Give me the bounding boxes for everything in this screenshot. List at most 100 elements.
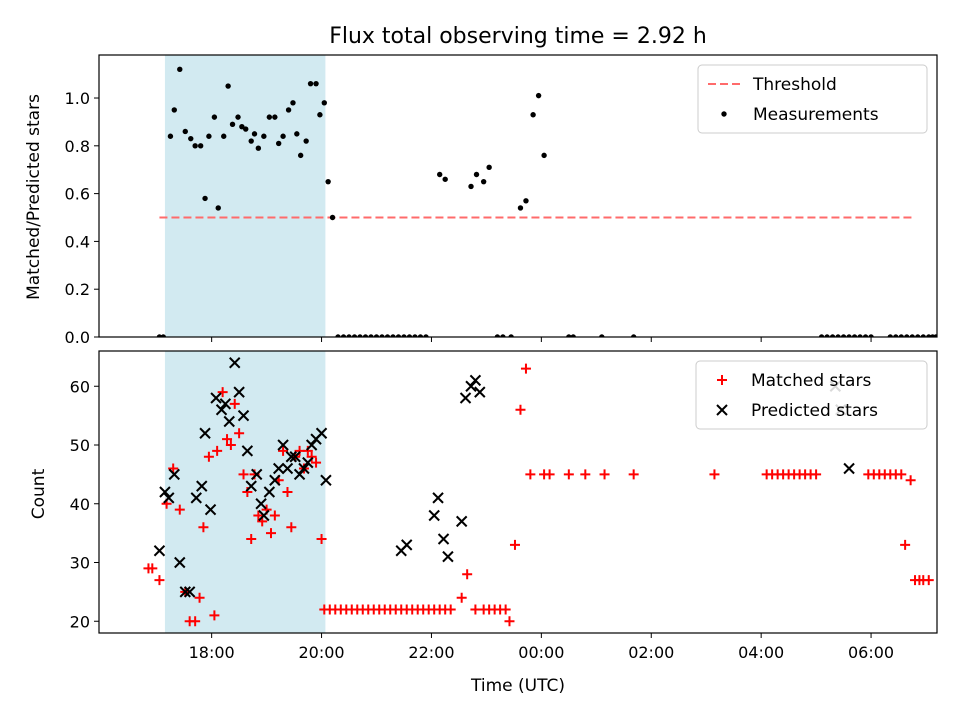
data-point bbox=[351, 334, 358, 337]
data-point bbox=[628, 469, 639, 480]
data-point bbox=[474, 386, 486, 398]
data-point bbox=[251, 131, 258, 137]
data-point bbox=[202, 195, 208, 202]
data-point bbox=[824, 334, 830, 337]
data-point bbox=[222, 434, 233, 445]
data-point bbox=[263, 486, 276, 498]
x-axis-label: Time (UTC) bbox=[470, 676, 565, 696]
y-tick-label: 30 bbox=[70, 554, 90, 573]
y-tick-label: 0.0 bbox=[65, 328, 90, 347]
data-point bbox=[335, 334, 341, 337]
legend-swatch bbox=[716, 404, 728, 416]
data-point bbox=[211, 114, 218, 120]
data-point bbox=[887, 334, 893, 337]
observing-window-span bbox=[164, 55, 326, 337]
data-point bbox=[317, 112, 323, 118]
data-point bbox=[197, 143, 204, 149]
data-point bbox=[285, 107, 292, 113]
x-tick-label: 06:00 bbox=[848, 643, 894, 662]
data-point bbox=[204, 503, 217, 516]
data-point bbox=[272, 114, 278, 120]
y-tick-label: 20 bbox=[70, 612, 90, 631]
data-point bbox=[523, 198, 529, 204]
legend-label: Measurements bbox=[753, 105, 879, 125]
data-point bbox=[266, 114, 273, 120]
data-point bbox=[840, 334, 847, 337]
data-point bbox=[357, 334, 363, 337]
data-point bbox=[500, 604, 511, 615]
data-point bbox=[437, 533, 450, 545]
data-point bbox=[412, 334, 418, 337]
data-point bbox=[544, 469, 555, 480]
data-point bbox=[215, 404, 228, 416]
data-point bbox=[465, 380, 477, 392]
legend-swatch bbox=[721, 111, 727, 117]
data-point bbox=[857, 334, 863, 337]
data-point bbox=[868, 334, 874, 337]
data-point bbox=[234, 428, 245, 439]
x-tick-label: 02:00 bbox=[628, 643, 674, 662]
data-point bbox=[168, 468, 180, 481]
data-point bbox=[469, 374, 482, 387]
data-point bbox=[233, 386, 245, 398]
data-point bbox=[190, 492, 202, 504]
legend-label: Matched stars bbox=[751, 371, 871, 391]
data-point bbox=[321, 100, 327, 106]
data-point bbox=[167, 133, 174, 139]
data-point bbox=[480, 178, 487, 185]
data-point bbox=[209, 610, 220, 621]
y-tick-label: 0.2 bbox=[65, 280, 90, 299]
data-point bbox=[280, 133, 286, 139]
data-point bbox=[289, 451, 301, 463]
data-point bbox=[221, 133, 227, 139]
data-point bbox=[261, 133, 267, 139]
data-point bbox=[340, 334, 347, 337]
top-panel-ratio: Matched/Predicted stars 0.0 0.2 0.4 0.6 0.8 1… bbox=[24, 54, 938, 347]
legend-swatch bbox=[717, 375, 727, 385]
data-point bbox=[229, 398, 240, 409]
data-point bbox=[174, 504, 185, 515]
data-point bbox=[390, 334, 396, 337]
data-point bbox=[368, 334, 374, 337]
data-point bbox=[893, 334, 899, 337]
data-point bbox=[272, 462, 285, 475]
data-point bbox=[297, 152, 304, 159]
data-point bbox=[235, 114, 241, 120]
data-point bbox=[459, 392, 472, 404]
data-point bbox=[171, 107, 177, 113]
data-point bbox=[305, 439, 318, 451]
data-point bbox=[278, 445, 289, 456]
data-point bbox=[599, 334, 605, 337]
data-point bbox=[239, 123, 245, 130]
data-point bbox=[251, 468, 263, 481]
top-panel-y-axis-label: Matched/Predicted stars bbox=[24, 94, 44, 300]
data-point bbox=[818, 334, 825, 337]
data-point bbox=[237, 409, 250, 422]
data-point bbox=[229, 357, 241, 369]
data-point bbox=[442, 550, 454, 563]
data-point bbox=[905, 475, 916, 486]
data-point bbox=[329, 214, 336, 221]
data-point bbox=[223, 415, 235, 428]
data-point bbox=[258, 509, 270, 522]
data-point bbox=[862, 334, 869, 337]
data-point bbox=[395, 334, 402, 337]
data-point bbox=[163, 492, 175, 504]
data-point bbox=[401, 539, 413, 551]
data-point bbox=[933, 334, 937, 337]
legend-label: Threshold bbox=[752, 75, 837, 95]
data-point bbox=[541, 152, 547, 159]
data-point bbox=[535, 92, 542, 99]
data-point bbox=[255, 498, 267, 510]
data-point bbox=[282, 487, 293, 497]
data-point bbox=[275, 140, 282, 147]
y-tick-label: 60 bbox=[70, 377, 90, 396]
legend-box bbox=[695, 360, 928, 430]
y-tick-label: 0.4 bbox=[65, 232, 90, 251]
data-point bbox=[417, 334, 424, 337]
data-point bbox=[445, 604, 456, 615]
figure-title: Flux total observing time = 2.92 h bbox=[329, 24, 707, 49]
data-point bbox=[245, 480, 257, 492]
data-point bbox=[210, 392, 222, 404]
